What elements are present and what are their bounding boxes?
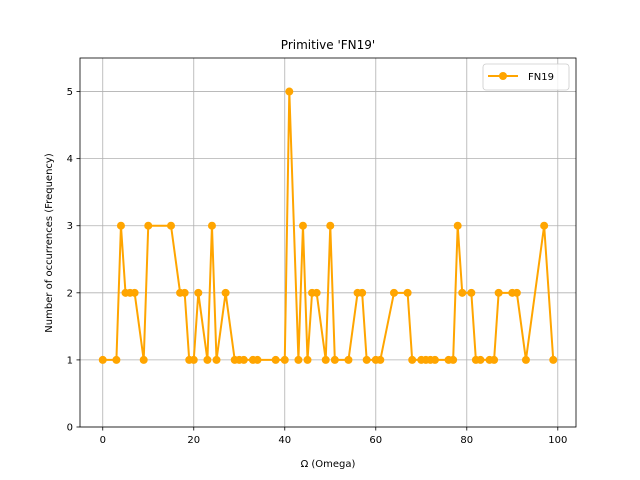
- x-axis: 0 20 40 60 80 100: [100, 427, 567, 446]
- legend-marker: [499, 72, 507, 80]
- data-point: [403, 288, 412, 297]
- data-point: [221, 288, 230, 297]
- data-point: [167, 221, 176, 230]
- x-tick-label: 100: [548, 435, 567, 446]
- data-point: [112, 355, 121, 364]
- data-point: [494, 288, 503, 297]
- data-point: [271, 355, 280, 364]
- data-point: [453, 221, 462, 230]
- data-point: [130, 288, 139, 297]
- data-point: [389, 288, 398, 297]
- legend: FN19: [482, 63, 570, 91]
- data-point: [189, 355, 198, 364]
- data-point: [194, 288, 203, 297]
- data-point: [280, 355, 289, 364]
- y-tick-label: 1: [67, 355, 73, 366]
- data-point: [476, 355, 485, 364]
- data-point: [458, 288, 467, 297]
- x-tick-label: 20: [187, 435, 200, 446]
- data-point: [116, 221, 125, 230]
- data-point: [344, 355, 353, 364]
- data-point: [467, 288, 476, 297]
- x-axis-label: Ω (Omega): [301, 459, 356, 470]
- y-tick-label: 2: [67, 288, 73, 299]
- data-point: [326, 221, 335, 230]
- data-point: [376, 355, 385, 364]
- x-tick-label: 60: [369, 435, 382, 446]
- data-point: [298, 221, 307, 230]
- data-point: [312, 288, 321, 297]
- data-point: [144, 221, 153, 230]
- legend-label: FN19: [528, 72, 554, 83]
- data-point: [549, 355, 558, 364]
- y-tick-label: 4: [67, 154, 73, 165]
- data-point: [253, 355, 262, 364]
- data-point: [203, 355, 212, 364]
- y-tick-label: 3: [67, 221, 73, 232]
- chart-title: Primitive 'FN19': [281, 38, 375, 52]
- x-tick-label: 0: [100, 435, 106, 446]
- data-point: [330, 355, 339, 364]
- y-axis-label: Number of occurrences (Frequency): [44, 153, 55, 333]
- data-point: [321, 355, 330, 364]
- data-point: [521, 355, 530, 364]
- data-point: [207, 221, 216, 230]
- plot-frame: [79, 57, 577, 428]
- data-point: [362, 355, 371, 364]
- data-point: [212, 355, 221, 364]
- data-point: [490, 355, 499, 364]
- data-point: [303, 355, 312, 364]
- data-point: [449, 355, 458, 364]
- x-tick-label: 40: [278, 435, 291, 446]
- y-tick-label: 5: [67, 87, 73, 98]
- data-point: [139, 355, 148, 364]
- data-point: [358, 288, 367, 297]
- data-point: [408, 355, 417, 364]
- legend-box: [482, 63, 570, 91]
- data-point: [180, 288, 189, 297]
- x-tick-label: 80: [460, 435, 473, 446]
- data-point: [540, 221, 549, 230]
- data-point: [285, 87, 294, 96]
- data-point: [294, 355, 303, 364]
- data-point: [512, 288, 521, 297]
- y-tick-label: 0: [67, 423, 73, 434]
- data-point: [239, 355, 248, 364]
- y-axis: 0 1 2 3 4 5: [67, 87, 80, 434]
- data-point: [430, 355, 439, 364]
- series-layer: [98, 87, 558, 364]
- data-point: [98, 355, 107, 364]
